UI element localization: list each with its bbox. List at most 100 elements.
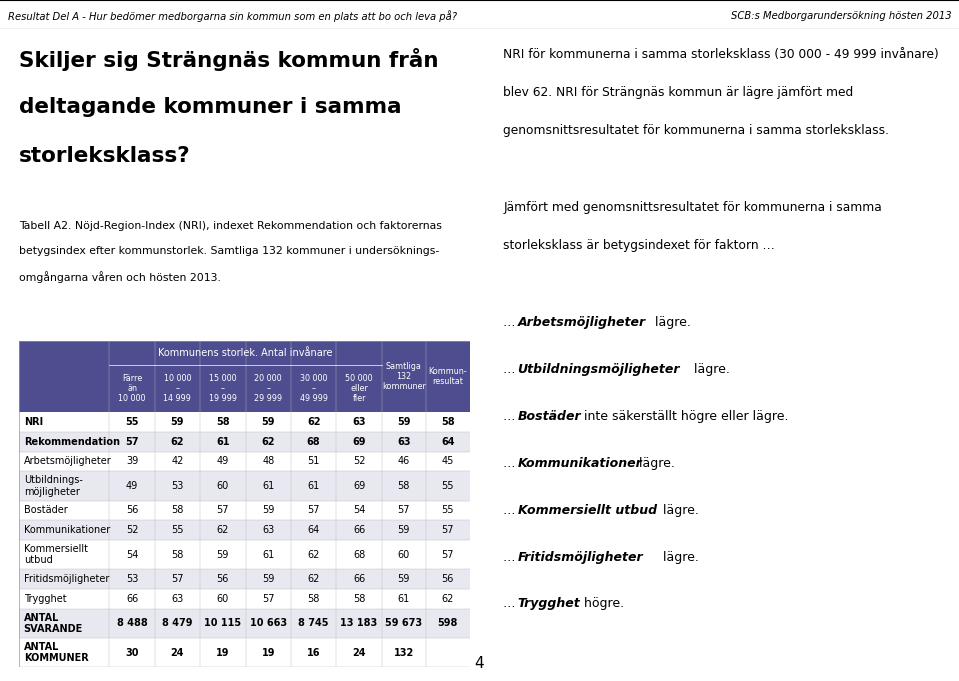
Text: 59: 59 (398, 525, 410, 535)
Text: 62: 62 (307, 417, 320, 427)
Text: NRI för kommunerna i samma storleksklass (30 000 - 49 999 invånare): NRI för kommunerna i samma storleksklass… (503, 48, 939, 61)
Text: 13 183: 13 183 (340, 618, 378, 629)
Text: lägre.: lägre. (650, 316, 690, 329)
Text: 57: 57 (442, 550, 455, 560)
Text: 52: 52 (126, 525, 138, 535)
Bar (19, 471, 470, 501)
Text: 16: 16 (307, 648, 320, 658)
Text: 54: 54 (353, 505, 365, 516)
Text: Utbildnings-
möjligheter: Utbildnings- möjligheter (24, 475, 82, 496)
Text: 30: 30 (126, 648, 139, 658)
Text: lägre.: lägre. (635, 456, 675, 470)
Text: 59: 59 (398, 574, 410, 584)
Text: 20 000
–
29 999: 20 000 – 29 999 (254, 374, 282, 403)
Text: 63: 63 (262, 525, 274, 535)
Text: …: … (503, 456, 520, 470)
Text: Jämfört med genomsnittsresultatet för kommunerna i samma: Jämfört med genomsnittsresultatet för ko… (503, 201, 882, 214)
Text: ANTAL
SVARANDE: ANTAL SVARANDE (24, 613, 82, 634)
Text: 63: 63 (172, 594, 183, 604)
Text: lägre.: lägre. (659, 550, 698, 563)
Text: …: … (503, 409, 520, 423)
Text: 62: 62 (262, 437, 275, 447)
Bar (19, 452, 470, 471)
Text: 68: 68 (307, 437, 320, 447)
Text: 52: 52 (353, 456, 365, 466)
Text: 59: 59 (262, 505, 274, 516)
Text: 59: 59 (397, 417, 410, 427)
Text: 61: 61 (398, 594, 409, 604)
Text: 51: 51 (308, 456, 320, 466)
Text: Tabell A2. Nöjd-Region-Index (NRI), indexet Rekommendation och faktorernas: Tabell A2. Nöjd-Region-Index (NRI), inde… (19, 221, 442, 231)
Text: Skiljer sig Strängnäs kommun från: Skiljer sig Strängnäs kommun från (19, 48, 438, 72)
Text: 55: 55 (172, 525, 184, 535)
Text: 64: 64 (308, 525, 319, 535)
Text: 57: 57 (172, 574, 184, 584)
Text: 62: 62 (171, 437, 184, 447)
Text: Kommersiellt utbud: Kommersiellt utbud (518, 503, 657, 517)
Text: …: … (503, 597, 520, 610)
Text: Kommunikationer: Kommunikationer (518, 456, 643, 470)
Text: Färre
än
10 000: Färre än 10 000 (118, 374, 146, 403)
Text: lägre.: lägre. (690, 362, 730, 376)
Text: 56: 56 (126, 505, 138, 516)
Text: 63: 63 (397, 437, 410, 447)
Text: 66: 66 (353, 525, 365, 535)
Text: 50 000
eller
fler: 50 000 eller fler (345, 374, 373, 403)
Text: 58: 58 (398, 481, 410, 491)
Text: 55: 55 (442, 505, 455, 516)
Text: blev 62. NRI för Strängnäs kommun är lägre jämfört med: blev 62. NRI för Strängnäs kommun är läg… (503, 86, 854, 99)
Text: …: … (503, 362, 520, 376)
Text: Bostäder: Bostäder (518, 409, 581, 423)
Text: 61: 61 (216, 437, 229, 447)
Text: inte säkerställt högre eller lägre.: inte säkerställt högre eller lägre. (580, 409, 788, 423)
Text: 68: 68 (353, 550, 365, 560)
Text: 53: 53 (126, 574, 138, 584)
Text: 57: 57 (442, 525, 455, 535)
Text: 58: 58 (216, 417, 229, 427)
Text: Fritidsmöjligheter: Fritidsmöjligheter (24, 574, 109, 584)
Text: Arbetsmöjligheter: Arbetsmöjligheter (518, 316, 645, 329)
Bar (19, 432, 470, 452)
Text: 598: 598 (437, 618, 458, 629)
Text: 49: 49 (126, 481, 138, 491)
Text: 61: 61 (262, 481, 274, 491)
Text: 56: 56 (217, 574, 229, 584)
Text: 8 488: 8 488 (117, 618, 148, 629)
Text: 55: 55 (126, 417, 139, 427)
Text: 60: 60 (217, 594, 229, 604)
Text: 62: 62 (442, 594, 454, 604)
Text: 10 000
–
14 999: 10 000 – 14 999 (163, 374, 192, 403)
Text: Trygghet: Trygghet (24, 594, 66, 604)
Text: 59 673: 59 673 (386, 618, 422, 629)
Text: 59: 59 (217, 550, 229, 560)
Text: 69: 69 (352, 437, 365, 447)
Text: 66: 66 (353, 574, 365, 584)
Text: Kommersiellt
utbud: Kommersiellt utbud (24, 544, 87, 565)
Text: Kommun-
resultat: Kommun- resultat (429, 367, 467, 386)
Text: 10 663: 10 663 (249, 618, 287, 629)
Text: Rekommendation: Rekommendation (24, 437, 120, 447)
Text: 64: 64 (441, 437, 455, 447)
Text: ANTAL
KOMMUNER: ANTAL KOMMUNER (24, 642, 88, 663)
Text: 48: 48 (262, 456, 274, 466)
Text: 59: 59 (262, 574, 274, 584)
Bar (19, 540, 470, 569)
Text: 10 115: 10 115 (204, 618, 242, 629)
Text: 42: 42 (172, 456, 183, 466)
Text: 39: 39 (126, 456, 138, 466)
Text: 66: 66 (126, 594, 138, 604)
Text: Bostäder: Bostäder (24, 505, 67, 516)
Text: Kommunens storlek. Antal invånare: Kommunens storlek. Antal invånare (158, 348, 333, 358)
Text: …: … (503, 550, 520, 563)
Text: Resultat Del A - Hur bedömer medborgarna sin kommun som en plats att bo och leva: Resultat Del A - Hur bedömer medborgarna… (8, 10, 456, 22)
Text: betygsindex efter kommunstorlek. Samtliga 132 kommuner i undersöknings-: betygsindex efter kommunstorlek. Samtlig… (19, 246, 439, 256)
Text: 58: 58 (308, 594, 320, 604)
Text: 69: 69 (353, 481, 365, 491)
Text: Trygghet: Trygghet (518, 597, 580, 610)
Text: 61: 61 (308, 481, 319, 491)
Text: 58: 58 (353, 594, 365, 604)
Text: 8 745: 8 745 (298, 618, 329, 629)
Text: deltagande kommuner i samma: deltagande kommuner i samma (19, 97, 402, 117)
Text: 19: 19 (262, 648, 275, 658)
Text: 57: 57 (262, 594, 274, 604)
